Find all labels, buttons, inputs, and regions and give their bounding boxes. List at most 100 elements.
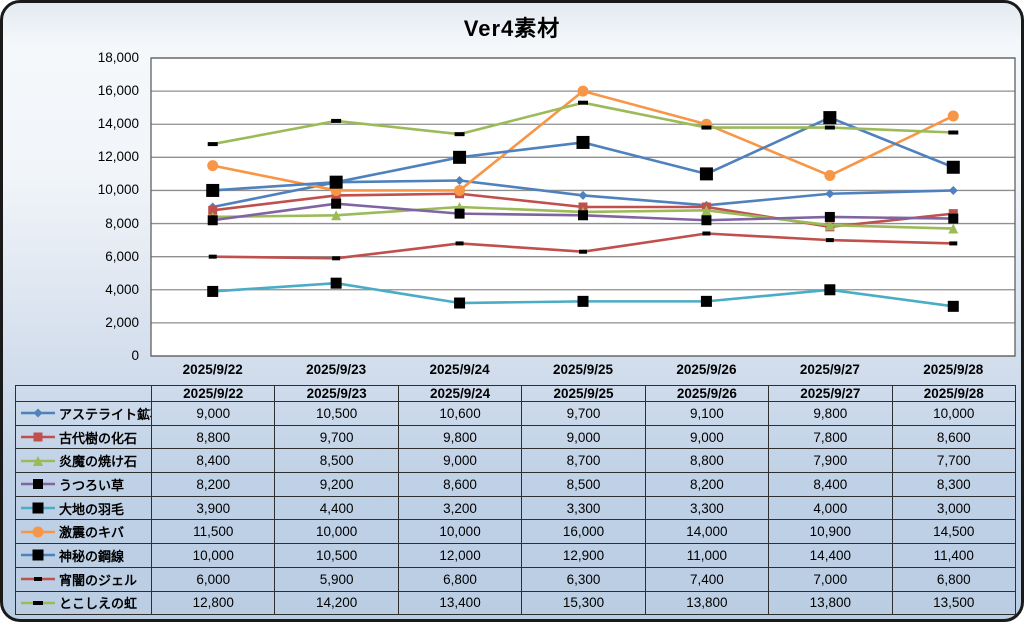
legend-swatch-square-icon [21,479,55,490]
data-table: 2025/9/22 2025/9/23 2025/9/24 2025/9/25 2025… [15,385,1017,616]
value-cell: 8,700 [521,448,646,474]
value-cell: 3,900 [150,495,276,521]
data-point-marker [824,284,836,296]
value-cell: 6,000 [150,566,276,592]
table-corner-cell [15,385,152,402]
value-cell: 9,200 [274,472,399,497]
value-cell: 11,400 [891,543,1017,568]
value-cell: 14,500 [891,519,1017,545]
data-point-marker [824,125,835,130]
value-cell: 10,500 [274,401,399,426]
table-row: 炎魔の焼け石 8,400 8,500 9,000 8,700 8,800 7,900 7,70… [15,448,1017,474]
value-cell: 3,200 [397,495,523,521]
legend-swatch-square-icon [21,502,55,514]
data-point-marker [454,297,466,309]
data-point-marker [208,254,217,259]
value-cell: 6,800 [397,566,523,592]
table-row: とこしえの虹 12,800 14,200 13,400 15,300 13,800 13,8… [15,590,1017,616]
series-name: 古代樹の化石 [59,430,138,446]
value-cell: 11,000 [644,543,770,568]
value-cell: 14,400 [768,543,893,568]
value-cell: 8,500 [274,448,399,474]
legend-swatch-dash-icon [21,600,55,605]
y-axis-tick-label: 0 [131,348,139,363]
value-cell: 8,500 [521,472,646,497]
series-name: 大地の羽毛 [59,501,125,517]
data-point-marker [576,135,590,149]
value-cell: 7,800 [768,424,893,450]
series-name: うつろい草 [59,477,125,493]
legend-swatch-diamond-icon [21,408,55,418]
data-point-marker [332,256,341,261]
x-axis-label: 2025/9/27 [799,362,860,377]
table-row: 宵闇のジェル 6,000 5,900 6,800 6,300 7,400 7,000 6,80… [15,566,1017,592]
value-cell: 10,900 [768,519,893,545]
table-row: うつろい草 8,200 9,200 8,600 8,500 8,200 8,400 8,300 [15,472,1017,497]
y-axis-tick-label: 2,000 [105,314,139,330]
value-cell: 7,000 [768,566,893,592]
value-cell: 3,000 [891,495,1017,521]
value-cell: 8,600 [397,472,523,497]
x-axis-label: 2025/9/23 [306,362,367,377]
data-point-marker [329,175,343,189]
x-axis-label: 2025/9/22 [182,362,243,377]
legend-swatch-dash-icon [21,577,55,582]
series-5 [207,85,959,196]
value-cell: 10,600 [397,401,523,426]
value-cell: 3,300 [644,495,770,521]
y-axis-tick-label: 14,000 [97,116,139,132]
value-cell: 9,700 [521,401,646,426]
value-cell: 8,200 [644,472,770,497]
value-cell: 9,000 [644,424,770,450]
date-header-cell: 2025/9/28 [891,385,1017,402]
value-cell: 9,100 [644,401,770,426]
value-cell: 12,800 [150,590,276,616]
value-cell: 3,300 [521,495,646,521]
data-point-marker [579,249,587,254]
value-cell: 10,500 [274,543,399,568]
value-cell: 11,500 [150,519,276,545]
x-axis-label: 2025/9/24 [429,362,490,377]
data-point-marker [330,277,342,289]
legend-cell: 宵闇のジェル [15,566,152,592]
value-cell: 9,000 [150,401,276,426]
y-axis-tick-label: 10,000 [97,182,139,198]
legend-swatch-triangle-icon [21,455,55,466]
date-header-cell: 2025/9/23 [274,385,399,402]
data-point-marker [824,220,835,231]
value-cell: 12,900 [521,543,646,568]
data-point-marker [700,295,712,307]
data-point-marker [578,100,588,105]
value-cell: 10,000 [891,401,1017,426]
data-point-marker [331,198,342,209]
data-point-marker [948,130,959,135]
plot-area [150,57,1016,357]
x-axis-label: 2025/9/26 [676,362,737,377]
legend-cell: 神秘の鋼線 [15,543,152,568]
value-cell: 6,800 [891,566,1017,592]
data-point-marker [825,238,834,243]
data-point-marker [699,167,713,181]
y-axis-tick-label: 16,000 [97,83,139,99]
data-point-marker [577,295,589,307]
value-cell: 8,600 [891,424,1017,450]
data-point-marker [207,160,219,172]
data-point-marker [949,241,958,246]
date-header-cell: 2025/9/26 [644,385,770,402]
data-point-marker [207,285,219,297]
data-point-marker [454,132,465,137]
chart-title: Ver4素材 [463,16,561,41]
data-point-marker [947,110,959,122]
series-6 [206,111,960,197]
value-cell: 5,900 [274,566,399,592]
value-cell: 10,000 [150,543,276,568]
data-point-marker [701,125,712,130]
series-7 [208,231,958,261]
series-name: とこしえの虹 [59,596,138,612]
data-point-marker [207,142,218,147]
plot-svg [150,57,1016,357]
data-point-marker [702,231,711,236]
value-cell: 4,400 [274,495,399,521]
data-point-marker [455,176,465,186]
legend-cell: 古代樹の化石 [15,424,152,450]
